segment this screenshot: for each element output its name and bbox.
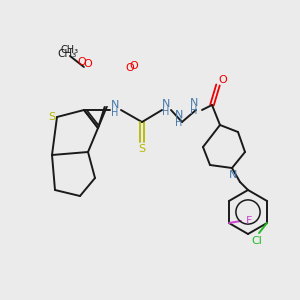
Text: CH₃: CH₃ xyxy=(61,45,79,55)
Text: H: H xyxy=(111,108,119,118)
Text: S: S xyxy=(48,112,56,122)
Text: N: N xyxy=(190,98,198,108)
Text: O: O xyxy=(84,59,92,69)
Text: S: S xyxy=(138,144,146,154)
Bar xyxy=(85,60,145,105)
Text: CH₃: CH₃ xyxy=(57,49,76,59)
Text: H: H xyxy=(190,106,198,116)
Text: O: O xyxy=(126,63,134,73)
Text: N: N xyxy=(162,99,170,109)
Text: N: N xyxy=(229,170,237,180)
Text: N: N xyxy=(111,100,119,110)
Text: F: F xyxy=(246,216,252,226)
Text: O: O xyxy=(78,57,86,67)
Text: O: O xyxy=(219,75,227,85)
Text: Cl: Cl xyxy=(252,236,262,246)
Text: N: N xyxy=(175,110,183,120)
Text: H: H xyxy=(162,107,170,117)
Text: O: O xyxy=(130,61,138,71)
Text: H: H xyxy=(175,118,183,128)
